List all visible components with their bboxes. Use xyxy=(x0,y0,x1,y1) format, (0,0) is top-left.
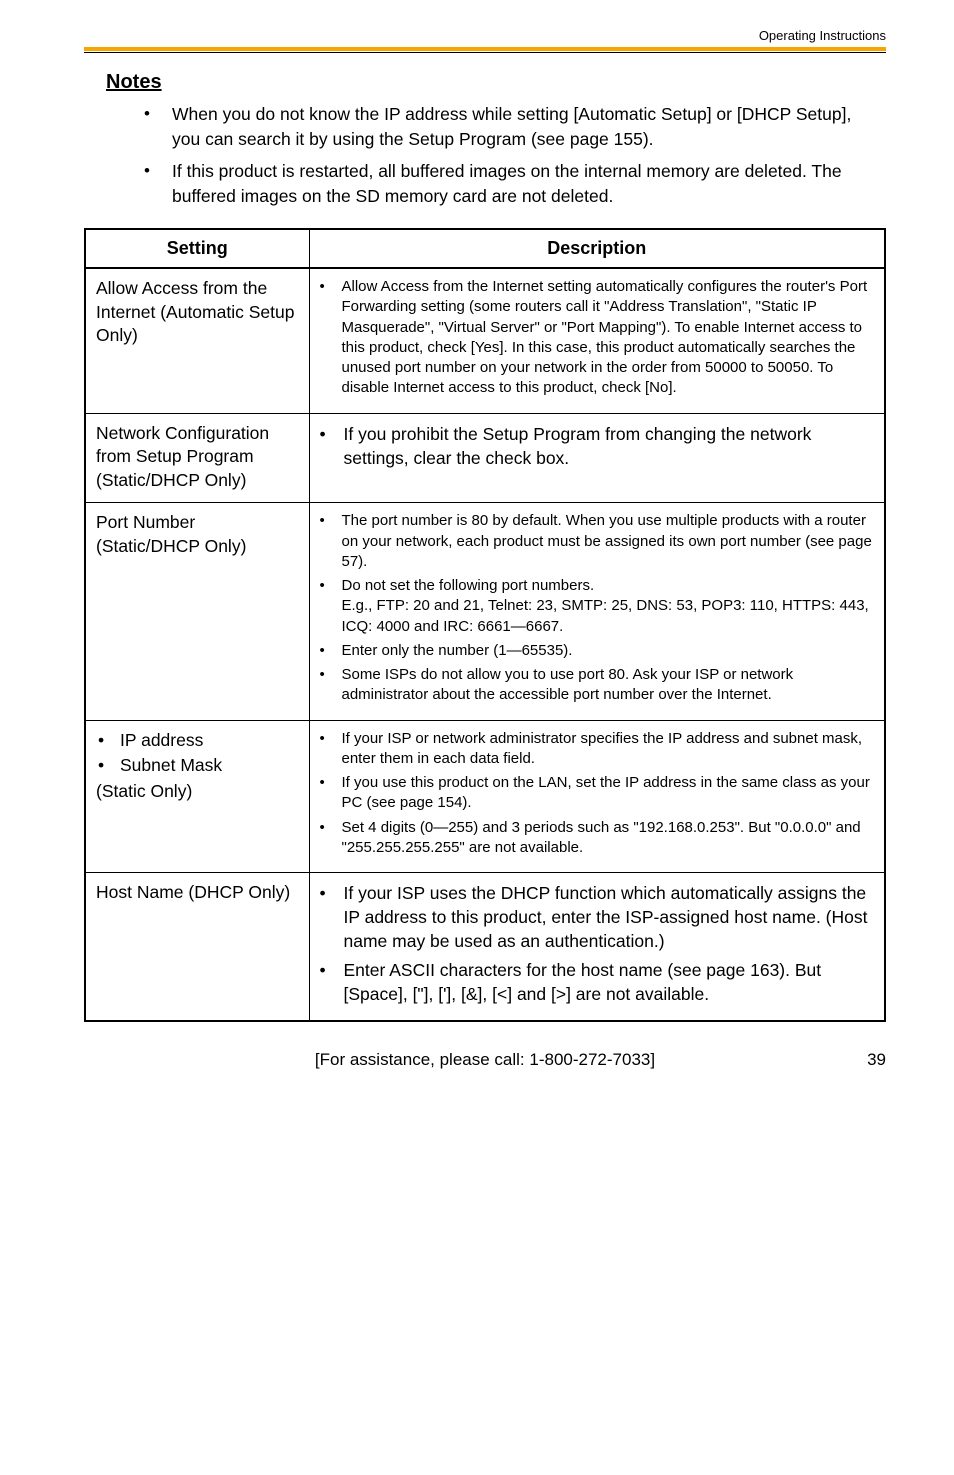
table-row: Allow Access from the Internet (Automati… xyxy=(85,268,885,413)
notes-item: If this product is restarted, all buffer… xyxy=(144,159,880,208)
table-row: Network Configuration from Setup Program… xyxy=(85,413,885,503)
desc-item: Enter only the number (1—65535). xyxy=(318,641,873,661)
setting-list-item: IP address xyxy=(96,729,299,753)
setting-cell: IP address Subnet Mask (Static Only) xyxy=(85,720,309,873)
setting-cell: Allow Access from the Internet (Automati… xyxy=(85,268,309,413)
desc-item: If you prohibit the Setup Program from c… xyxy=(318,422,873,470)
description-cell: If you prohibit the Setup Program from c… xyxy=(309,413,885,503)
header-area: Operating Instructions xyxy=(84,28,886,53)
table-header-description: Description xyxy=(309,229,885,268)
footer-page-number: 39 xyxy=(867,1050,886,1070)
desc-item: If your ISP uses the DHCP function which… xyxy=(318,881,873,953)
footer: [For assistance, please call: 1-800-272-… xyxy=(84,1050,886,1078)
header-label: Operating Instructions xyxy=(84,28,886,47)
table-row: IP address Subnet Mask (Static Only) If … xyxy=(85,720,885,873)
description-cell: If your ISP uses the DHCP function which… xyxy=(309,873,885,1021)
footer-assist: [For assistance, please call: 1-800-272-… xyxy=(84,1050,886,1070)
settings-table: Setting Description Allow Access from th… xyxy=(84,228,886,1022)
setting-list-item: Subnet Mask xyxy=(96,754,299,778)
header-rule-thin xyxy=(84,52,886,53)
desc-item: Some ISPs do not allow you to use port 8… xyxy=(318,665,873,706)
notes-heading: Notes xyxy=(106,71,886,94)
description-cell: The port number is 80 by default. When y… xyxy=(309,503,885,720)
desc-item: Allow Access from the Internet setting a… xyxy=(318,277,873,399)
desc-item: If your ISP or network administrator spe… xyxy=(318,729,873,770)
table-header-setting: Setting xyxy=(85,229,309,268)
setting-cell: Network Configuration from Setup Program… xyxy=(85,413,309,503)
table-row: Host Name (DHCP Only) If your ISP uses t… xyxy=(85,873,885,1021)
setting-cell: Host Name (DHCP Only) xyxy=(85,873,309,1021)
description-cell: If your ISP or network administrator spe… xyxy=(309,720,885,873)
desc-item: If you use this product on the LAN, set … xyxy=(318,773,873,814)
setting-suffix: (Static Only) xyxy=(96,780,299,804)
desc-item: The port number is 80 by default. When y… xyxy=(318,511,873,572)
description-cell: Allow Access from the Internet setting a… xyxy=(309,268,885,413)
desc-item: Enter ASCII characters for the host name… xyxy=(318,958,873,1006)
header-rule-orange xyxy=(84,47,886,51)
notes-list: When you do not know the IP address whil… xyxy=(84,102,886,208)
table-row: Port Number (Static/DHCP Only) The port … xyxy=(85,503,885,720)
setting-cell: Port Number (Static/DHCP Only) xyxy=(85,503,309,720)
desc-item: Do not set the following port numbers. E… xyxy=(318,576,873,637)
desc-item: Set 4 digits (0—255) and 3 periods such … xyxy=(318,818,873,859)
notes-item: When you do not know the IP address whil… xyxy=(144,102,880,151)
